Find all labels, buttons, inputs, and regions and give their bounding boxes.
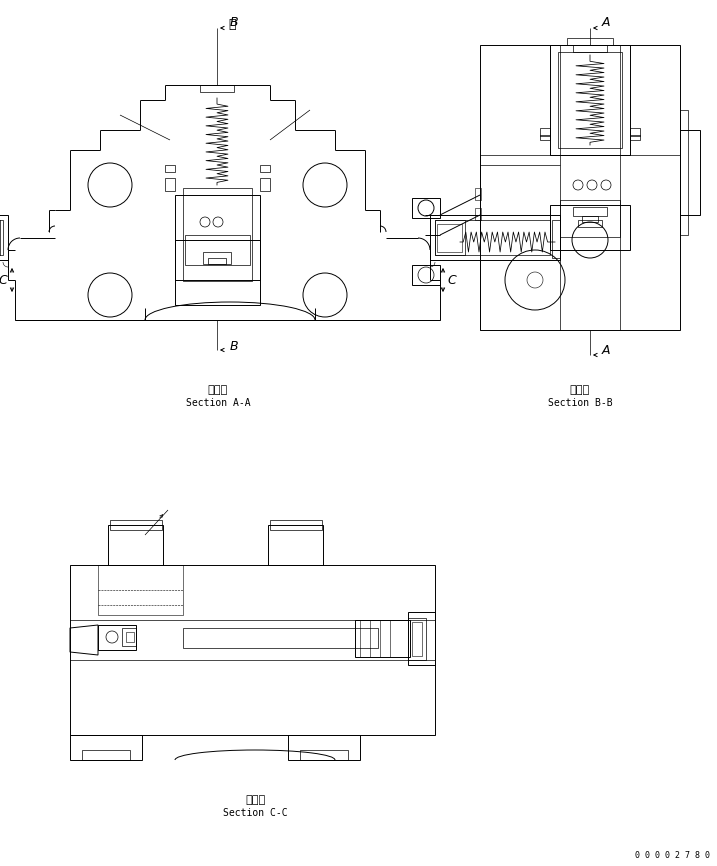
Bar xyxy=(270,520,322,530)
Bar xyxy=(110,520,162,530)
Bar xyxy=(630,135,640,140)
Bar xyxy=(435,220,550,255)
Bar xyxy=(175,195,260,305)
Bar xyxy=(408,618,426,660)
Bar xyxy=(680,130,700,215)
Text: C: C xyxy=(447,274,457,287)
Bar xyxy=(260,165,270,172)
Text: 断: 断 xyxy=(228,17,235,30)
Bar xyxy=(582,216,598,222)
Bar xyxy=(185,235,250,265)
Bar xyxy=(183,628,378,648)
Text: 断　面: 断 面 xyxy=(208,385,228,395)
Bar xyxy=(430,215,560,260)
Bar xyxy=(300,750,348,760)
Bar xyxy=(98,565,183,615)
Text: C: C xyxy=(0,274,7,287)
Bar xyxy=(437,224,462,252)
Text: A: A xyxy=(602,344,610,357)
Text: B: B xyxy=(230,16,239,29)
Bar xyxy=(550,45,630,155)
Bar xyxy=(540,135,550,140)
Bar xyxy=(165,165,175,172)
Bar xyxy=(680,110,688,235)
Bar xyxy=(435,220,465,255)
Bar xyxy=(355,620,410,657)
Bar xyxy=(408,612,435,665)
Bar xyxy=(558,52,622,148)
Bar xyxy=(573,45,607,52)
Bar xyxy=(108,525,163,565)
Bar xyxy=(630,128,640,136)
Bar xyxy=(175,240,260,280)
Bar xyxy=(540,128,550,136)
Bar xyxy=(98,625,136,650)
Bar xyxy=(567,38,613,45)
Bar xyxy=(70,735,142,760)
Text: Section A-A: Section A-A xyxy=(186,398,250,408)
Bar xyxy=(412,198,440,218)
Bar xyxy=(208,258,226,264)
Bar xyxy=(0,215,8,260)
Bar xyxy=(560,200,620,237)
Bar xyxy=(0,220,3,255)
Bar xyxy=(165,178,175,191)
Text: Section C-C: Section C-C xyxy=(223,808,288,818)
Bar xyxy=(203,252,231,264)
Text: B: B xyxy=(230,339,239,352)
Text: 断　面: 断 面 xyxy=(245,795,265,805)
Bar xyxy=(552,220,560,258)
Bar xyxy=(260,178,270,191)
Bar xyxy=(183,188,252,281)
Bar xyxy=(288,735,360,760)
Bar xyxy=(412,265,440,285)
Text: Section B-B: Section B-B xyxy=(548,398,612,408)
Bar xyxy=(200,85,234,92)
Bar xyxy=(70,565,435,735)
Bar xyxy=(550,205,630,250)
Bar xyxy=(126,632,134,642)
Bar xyxy=(268,525,323,565)
Text: A: A xyxy=(602,16,610,29)
Bar xyxy=(573,207,607,216)
Bar xyxy=(122,628,136,646)
Bar xyxy=(82,750,130,760)
Bar xyxy=(412,622,422,656)
Bar xyxy=(475,188,481,200)
Bar xyxy=(480,45,680,330)
Text: 断　面: 断 面 xyxy=(570,385,590,395)
Bar xyxy=(578,220,602,227)
Bar xyxy=(475,208,481,220)
Text: 0 0 0 0 2 7 8 0: 0 0 0 0 2 7 8 0 xyxy=(635,851,710,861)
